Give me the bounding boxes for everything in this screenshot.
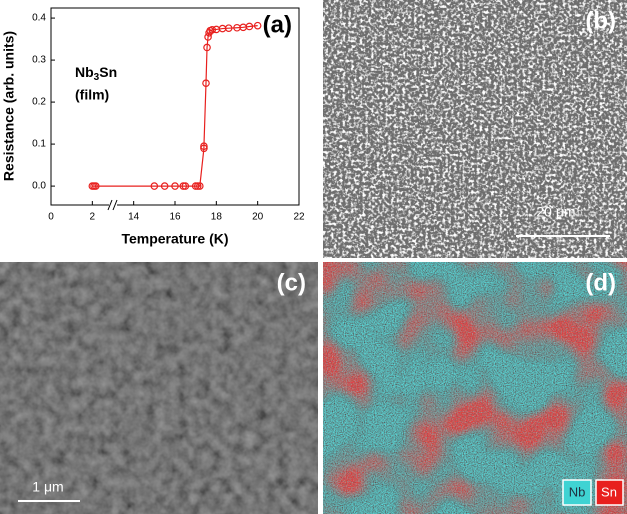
x-tick-label: 2 [90,212,96,223]
x-tick-label: 0 [48,212,54,223]
panel-b: (b) 20 μm [323,0,627,258]
panel-a: (a) Nb3Sn (film) Temperature (K) Resista… [1,8,305,247]
x-tick-label: 20 [252,212,264,223]
panel-label: (d) [585,269,616,296]
figure: (b) 20 μm (c) 1 μm (d) Nb Sn (a) Nb3Sn (… [0,0,627,514]
x-tick-label: 22 [293,212,305,223]
annotation: Nb3Sn [75,64,117,83]
annotation: (film) [75,87,109,103]
sem-image [0,262,318,514]
eds-map [323,262,627,514]
annotation-part: Sn [99,64,117,80]
x-tick-label: 16 [169,212,181,223]
y-axis-label: Resistance (arb. units) [1,31,17,181]
legend-label: Nb [569,484,586,499]
panel-label: (a) [263,11,292,38]
sem-image [323,0,627,258]
panel-c: (c) 1 μm [0,262,318,514]
panel-label: (c) [277,269,306,296]
scale-bar-label: 1 μm [32,479,63,495]
y-tick-label: 0.1 [32,139,46,150]
y-tick-label: 0.3 [32,55,46,66]
legend-label: Sn [601,484,617,499]
scale-bar-label: 20 μm [536,204,575,220]
x-tick-label: 18 [211,212,223,223]
panel-label: (b) [585,7,616,34]
x-tick-label: 14 [128,212,140,223]
x-axis-label: Temperature (K) [121,231,228,247]
data-line [92,26,257,186]
y-tick-label: 0.4 [32,13,46,24]
y-tick-label: 0.2 [32,97,46,108]
panel-d: (d) Nb Sn [323,262,627,514]
y-tick-label: 0.0 [32,181,46,192]
annotation-part: Nb [75,64,94,80]
